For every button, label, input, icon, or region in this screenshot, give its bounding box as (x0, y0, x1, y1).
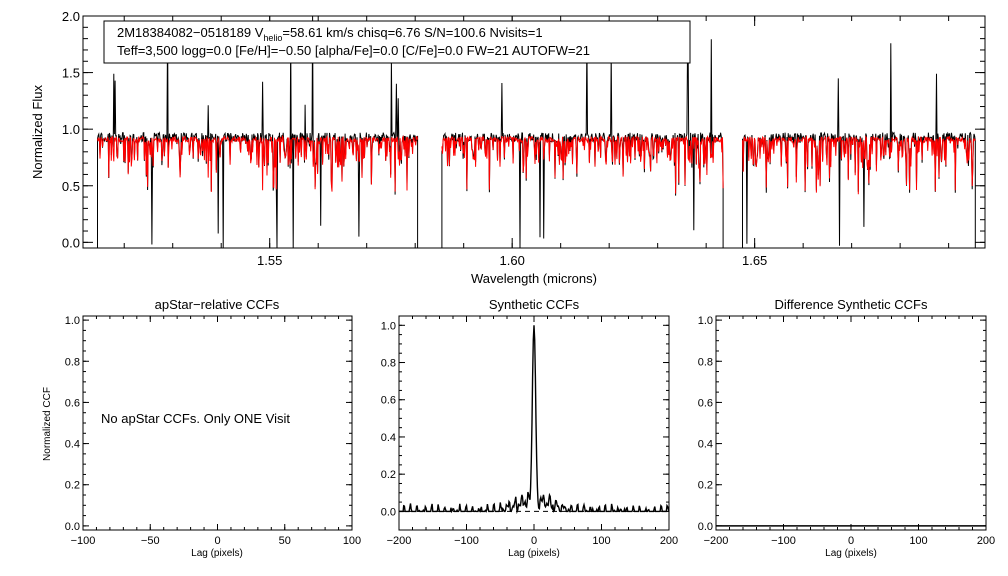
difference-frame (715, 315, 987, 531)
info-line-2: Teff=3,500 logg=0.0 [Fe/H]=−0.50 [alpha/… (117, 43, 590, 58)
y-tick-label: 1.0 (65, 315, 80, 327)
x-tick-label: 0 (848, 535, 854, 547)
apstar-annotation: No apStar CCFs. Only ONE Visit (101, 411, 290, 426)
vhelio-sub: helio (263, 33, 282, 43)
alpha: [alpha/Fe]=0.0 (315, 43, 398, 58)
synthetic-title: Synthetic CCFs (489, 297, 580, 312)
y-tick-label: 0.0 (381, 506, 396, 518)
vhelio-label: V (255, 25, 264, 40)
info-box (103, 20, 691, 64)
y-tick-label: 0.0 (65, 521, 80, 533)
difference-panel: −200 −100 0 100 200 0.0 0.2 0.4 0.6 0.8 1.0 Differ… (698, 297, 995, 559)
difference-ticks: −200 −100 0 100 200 0.0 0.2 0.4 0.6 0.8 1.0 (698, 315, 995, 547)
x-tick-label: −50 (141, 535, 160, 547)
x-tick-label: 1.55 (257, 253, 282, 268)
y-tick-label: 1.0 (698, 315, 713, 327)
synthetic-frame (398, 315, 670, 531)
synthetic-xlabel: Lag (pixels) (508, 548, 560, 559)
synthetic-panel: −200 −100 0 100 200 0.0 0.2 0.4 0.6 0.8 1.0 Synthe… (381, 297, 678, 559)
x-tick-label: 0 (214, 535, 220, 547)
info-line-1: 2M18384082−0518189 Vhelio=58.61 km/s chi… (117, 25, 543, 43)
y-tick-label: 0.8 (381, 358, 396, 370)
sn: S/N=100.6 (424, 25, 486, 40)
y-tick-label: 1.0 (62, 122, 80, 137)
difference-title: Difference Synthetic CCFs (775, 297, 928, 312)
x-tick-label: 100 (909, 535, 927, 547)
teff: Teff=3,500 (117, 43, 178, 58)
spectrum-series (97, 15, 976, 249)
x-tick-label: 50 (279, 535, 291, 547)
cfe: [C/Fe]=0.0 (402, 43, 463, 58)
x-tick-label: −100 (771, 535, 796, 547)
y-tick-label: 0.4 (65, 439, 80, 451)
x-tick-label: 1.60 (500, 253, 525, 268)
y-tick-label: 1.0 (381, 320, 396, 332)
chisq: chisq=6.76 (357, 25, 420, 40)
spectrum-model-line-chip-2 (441, 134, 724, 194)
autofw: AUTOFW=21 (512, 43, 590, 58)
apstar-panel: −100 −50 0 50 100 0.0 0.2 0.4 0.6 0.8 1.0 apStar−r… (42, 297, 361, 559)
spectrum-xlabel: Wavelength (microns) (471, 271, 597, 286)
logg: logg=0.0 (181, 43, 231, 58)
x-tick-label: 200 (977, 535, 995, 547)
y-tick-label: 0.6 (381, 395, 396, 407)
apstar-title: apStar−relative CCFs (155, 297, 280, 312)
x-tick-label: −100 (454, 535, 479, 547)
x-tick-label: −200 (387, 535, 412, 547)
vhelio-value: =58.61 km/s (282, 25, 354, 40)
y-tick-label: 0.2 (381, 469, 396, 481)
y-tick-label: 0.4 (381, 432, 396, 444)
feh: [Fe/H]=−0.50 (235, 43, 311, 58)
spectrum-ylabel: Normalized Flux (30, 85, 45, 179)
y-tick-label: 0.4 (698, 439, 713, 451)
synthetic-ccf-line (399, 325, 670, 515)
x-tick-label: −200 (704, 535, 729, 547)
y-tick-label: 0.5 (62, 179, 80, 194)
y-tick-label: 0.0 (698, 521, 713, 533)
synthetic-series (399, 325, 670, 515)
apstar-ylabel: Normalized CCF (42, 387, 53, 461)
y-tick-label: 0.2 (698, 480, 713, 492)
y-tick-label: 1.5 (62, 66, 80, 81)
x-tick-label: 200 (660, 535, 678, 547)
star-id: 2M18384082−0518189 (117, 25, 251, 40)
x-tick-label: −100 (71, 535, 96, 547)
apstar-xlabel: Lag (pixels) (191, 548, 243, 559)
spectrum-frame (82, 15, 986, 249)
x-tick-label: 100 (592, 535, 610, 547)
y-tick-label: 0.8 (65, 356, 80, 368)
difference-xlabel: Lag (pixels) (825, 548, 877, 559)
nvisits: Nvisits=1 (490, 25, 543, 40)
y-tick-label: 2.0 (62, 9, 80, 24)
spectrum-panel: 1.55 1.60 1.65 0.0 0.5 1.0 1.5 2.0 2M18384082−0… (30, 9, 986, 286)
y-tick-label: 0.6 (65, 397, 80, 409)
apstar-ticks: −100 −50 0 50 100 0.0 0.2 0.4 0.6 0.8 1.0 (65, 315, 361, 547)
x-tick-label: 100 (343, 535, 361, 547)
y-tick-label: 0.8 (698, 356, 713, 368)
y-tick-label: 0.6 (698, 397, 713, 409)
spectrum-model-line-chip-1 (97, 134, 419, 193)
fw: FW=21 (467, 43, 509, 58)
y-tick-label: 0.2 (65, 480, 80, 492)
spectrum-model-line-chip-3 (742, 135, 976, 195)
x-tick-label: 1.65 (742, 253, 767, 268)
synthetic-ticks: −200 −100 0 100 200 0.0 0.2 0.4 0.6 0.8 1.0 (381, 315, 678, 547)
y-tick-label: 0.0 (62, 235, 80, 250)
x-tick-label: 0 (531, 535, 537, 547)
